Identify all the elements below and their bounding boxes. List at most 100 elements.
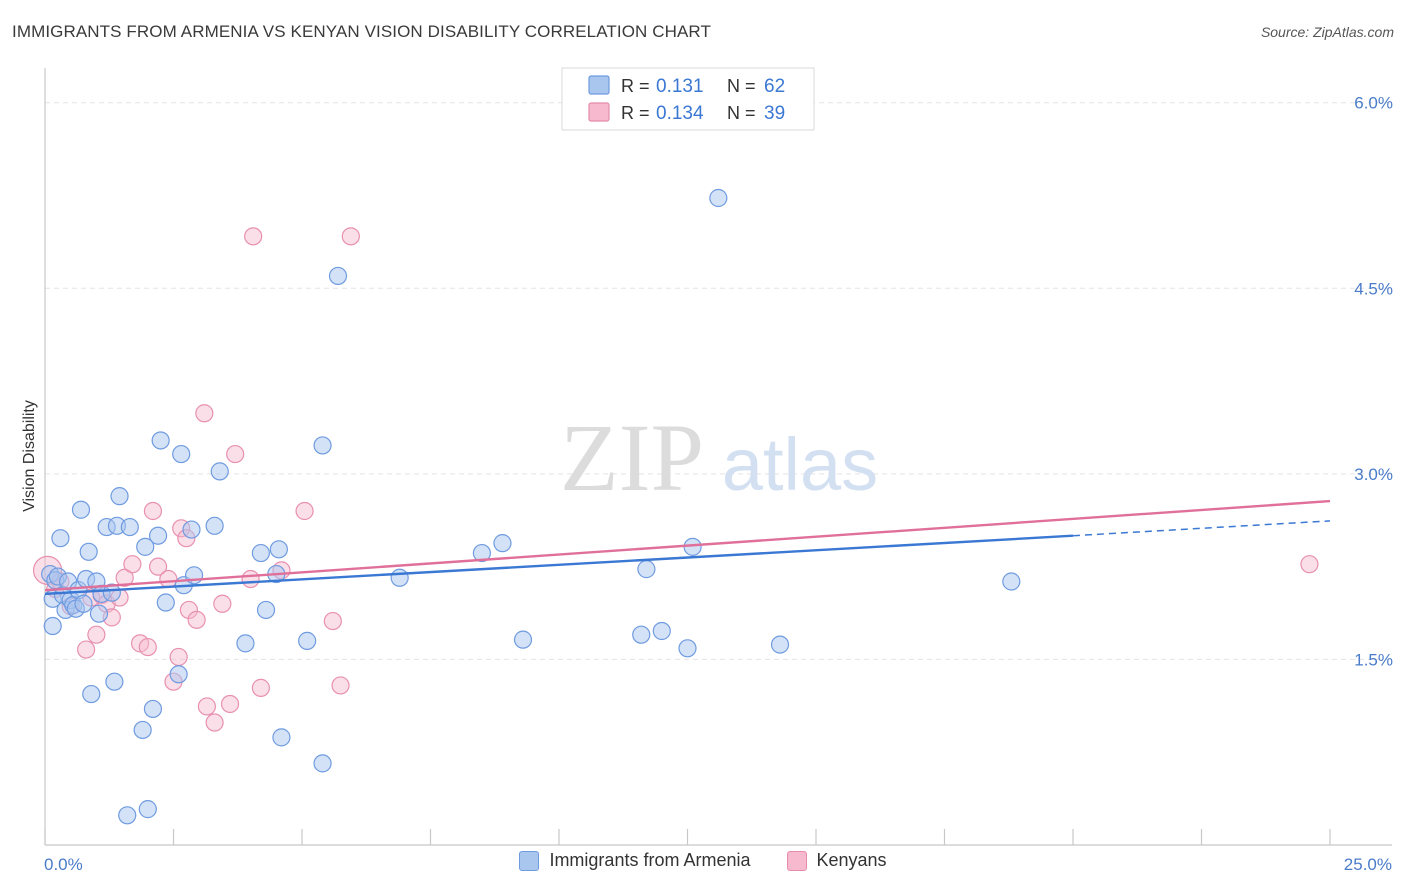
y-axis-label: Vision Disability [21,400,38,512]
armenia-point [82,684,101,704]
x-tick-label-max: 25.0% [1344,855,1392,874]
armenia-point [143,699,163,719]
kenyans-point [341,227,360,246]
kenyans-point [159,569,178,589]
kenyans-point [115,568,134,587]
armenia-point [205,516,224,535]
armenia-point [136,537,155,556]
armenia-point [632,625,651,644]
y-tick-label: 6.0% [1354,94,1393,113]
kenyans-point [1300,555,1319,574]
armenia-point [133,720,152,740]
kenyans-point [323,611,342,631]
armenia-point [313,436,332,455]
legend-item-kenyans[interactable]: Kenyans [786,850,887,871]
armenia-trend-extension [1072,520,1331,537]
armenia-point [105,672,124,691]
kenyans-point [148,557,168,576]
armenia-point [251,543,270,563]
kenyans-point [123,555,142,574]
x-tick-label-min: 0.0% [44,855,83,874]
legend-n-value-2: 39 [764,103,785,124]
armenia-trend-line [44,534,1074,596]
armenia-point [513,630,533,649]
legend-label-kenyans: Kenyans [816,850,887,870]
legend-r-label-1: R = [621,76,650,96]
legend-top: R = 0.131 N = 62 R = 0.134 N = 39 [561,67,815,131]
kenyans-point [226,444,245,464]
legend-item-armenia[interactable]: Immigrants from Armenia [519,850,751,871]
armenia-point [79,542,98,561]
kenyans-point [241,569,260,589]
armenia-point [74,594,93,613]
armenia-point [110,487,129,506]
armenia-point [51,529,70,548]
armenia-point [472,543,491,563]
armenia-point [328,266,348,286]
armenia-point [678,639,697,658]
armenia-point [138,800,157,819]
legend-r-value-2: 0.134 [656,103,704,124]
kenyans-point [187,610,206,629]
armenia-point [120,517,139,537]
kenyans-point [295,501,314,521]
armenia-point [148,526,168,545]
legend-bottom: Immigrants from Armenia Kenyans [0,850,1406,871]
armenia-point [770,635,790,654]
armenia-point [652,621,671,641]
armenia-point [272,728,291,747]
armenia-point [172,444,191,464]
y-tick-label: 3.0% [1354,465,1393,484]
armenia-point [156,593,175,612]
kenyans-point [179,600,199,620]
kenyans-point [251,678,270,697]
armenia-point [210,462,229,481]
kenyans-point [213,594,232,613]
kenyans-point [87,625,106,644]
armenia-point [256,600,276,620]
kenyans-point [77,640,96,659]
legend-r-label-2: R = [621,103,650,123]
armenia-point [182,520,201,539]
armenia-point [71,500,91,519]
axes [44,68,1392,846]
y-tick-label: 1.5% [1354,650,1393,669]
legend-n-label-1: N = [727,76,756,96]
kenyans-point [220,694,240,714]
armenia-point [236,634,255,653]
armenia-point [151,431,170,450]
y-tick-labels: 1.5% 3.0% 4.5% 6.0% [1354,94,1393,670]
kenyans-point [169,647,188,667]
kenyans-point [138,637,157,657]
legend-swatch-pink [588,102,610,122]
kenyans-point [205,713,224,732]
armenia-points [41,188,1021,825]
armenia-point [169,665,188,684]
kenyans-point [197,697,217,716]
chart-title: IMMIGRANTS FROM ARMENIA VS KENYAN VISION… [12,22,711,41]
armenia-point [493,534,512,553]
y-tick-label: 4.5% [1354,279,1393,298]
watermark-atlas: atlas [722,423,878,506]
armenia-point [43,616,62,636]
legend-swatch-kenyans [786,850,807,871]
armenia-point [118,806,137,825]
watermark-zip: ZIP [560,404,704,511]
kenyans-point [195,404,214,423]
kenyans-point [331,676,350,695]
armenia-point [1002,572,1021,591]
kenyans-point [143,501,163,521]
legend-n-label-2: N = [727,103,756,123]
source-label: Source: ZipAtlas.com [1260,24,1394,40]
armenia-point [313,754,332,773]
trend-lines [44,499,1331,596]
armenia-point [89,604,109,623]
armenia-point [390,568,409,587]
armenia-point [298,631,317,650]
kenyans-point [244,227,263,246]
legend-r-value-1: 0.131 [656,76,704,97]
kenyans-trend-line [44,499,1331,592]
legend-label-armenia: Immigrants from Armenia [549,850,751,870]
armenia-point [637,560,656,579]
